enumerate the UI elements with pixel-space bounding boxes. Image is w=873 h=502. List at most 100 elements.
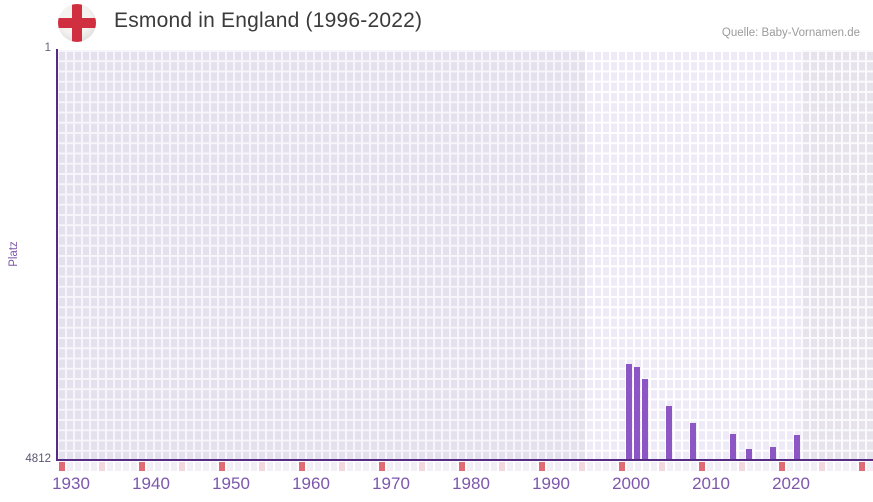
bar-2014[interactable] bbox=[730, 433, 736, 460]
year-strip-cell bbox=[843, 462, 849, 471]
year-strip-cell bbox=[547, 462, 553, 471]
year-strip-cell bbox=[691, 462, 697, 471]
y-tick-label-top: 1 bbox=[44, 42, 51, 54]
x-axis-line bbox=[56, 459, 873, 461]
year-strip-cell bbox=[435, 462, 441, 471]
source-credit: Quelle: Baby-Vornamen.de bbox=[721, 27, 860, 39]
year-strip-cell bbox=[163, 462, 169, 471]
bar-2002[interactable] bbox=[634, 366, 640, 460]
bar-2019[interactable] bbox=[770, 446, 776, 460]
year-strip-cell bbox=[283, 462, 289, 471]
year-strip-cell bbox=[299, 462, 305, 471]
year-strip-cell bbox=[123, 462, 129, 471]
year-strip-cell bbox=[251, 462, 257, 471]
year-strip-cell bbox=[99, 462, 105, 471]
year-strip-cell bbox=[675, 462, 681, 471]
year-strip-cell bbox=[67, 462, 73, 471]
year-strip-cell bbox=[427, 462, 433, 471]
y-axis-line bbox=[56, 49, 58, 461]
year-strip-cell bbox=[571, 462, 577, 471]
year-strip-cell bbox=[83, 462, 89, 471]
year-strip-cell bbox=[371, 462, 377, 471]
year-strip-cell bbox=[379, 462, 385, 471]
year-strip-cell bbox=[699, 462, 705, 471]
year-strip-cell bbox=[803, 462, 809, 471]
year-strip-cell bbox=[459, 462, 465, 471]
year-strip-cell bbox=[195, 462, 201, 471]
year-strip-cell bbox=[411, 462, 417, 471]
year-strip-cell bbox=[867, 462, 873, 471]
year-strip-cell bbox=[595, 462, 601, 471]
year-strip-cell bbox=[243, 462, 249, 471]
year-strip-cell bbox=[75, 462, 81, 471]
year-strip-cell bbox=[307, 462, 313, 471]
bar-2016[interactable] bbox=[746, 448, 752, 460]
year-strip-cell bbox=[131, 462, 137, 471]
bar-2009[interactable] bbox=[690, 422, 696, 460]
year-strip-cell bbox=[731, 462, 737, 471]
year-strip-cell bbox=[827, 462, 833, 471]
year-strip-cell bbox=[219, 462, 225, 471]
year-strip-cell bbox=[507, 462, 513, 471]
year-strip-cell bbox=[747, 462, 753, 471]
year-strip-cell bbox=[587, 462, 593, 471]
year-strip-cell bbox=[715, 462, 721, 471]
year-strip-cell bbox=[707, 462, 713, 471]
year-strip-cell bbox=[523, 462, 529, 471]
year-strip-cell bbox=[627, 462, 633, 471]
year-strip-cell bbox=[419, 462, 425, 471]
x-tick-label: 1950 bbox=[212, 474, 250, 493]
year-strip-cell bbox=[763, 462, 769, 471]
year-strip-cell bbox=[387, 462, 393, 471]
year-strip-cell bbox=[563, 462, 569, 471]
year-strip-cell bbox=[651, 462, 657, 471]
year-strip-cell bbox=[787, 462, 793, 471]
x-tick-label: 1990 bbox=[532, 474, 570, 493]
year-strip-cell bbox=[779, 462, 785, 471]
year-strip-cell bbox=[819, 462, 825, 471]
bar-2022[interactable] bbox=[794, 434, 800, 460]
bar-2001[interactable] bbox=[626, 363, 632, 460]
year-strip-cell bbox=[475, 462, 481, 471]
year-strip-cell bbox=[275, 462, 281, 471]
x-tick-label: 2010 bbox=[692, 474, 730, 493]
year-strip-cell bbox=[59, 462, 65, 471]
year-strip-cell bbox=[611, 462, 617, 471]
x-tick-label: 1980 bbox=[452, 474, 490, 493]
year-strip-cell bbox=[755, 462, 761, 471]
year-strip-cell bbox=[795, 462, 801, 471]
year-strip-cell bbox=[451, 462, 457, 471]
year-strip-cell bbox=[179, 462, 185, 471]
year-strip-cell bbox=[539, 462, 545, 471]
year-strip-cell bbox=[171, 462, 177, 471]
year-strip-cell bbox=[107, 462, 113, 471]
year-strip-cell bbox=[403, 462, 409, 471]
x-tick-label: 2020 bbox=[772, 474, 810, 493]
year-strip-cell bbox=[683, 462, 689, 471]
x-tick-label: 1960 bbox=[292, 474, 330, 493]
year-strip-cell bbox=[323, 462, 329, 471]
year-strip-cell bbox=[659, 462, 665, 471]
bar-2006[interactable] bbox=[666, 405, 672, 460]
year-strip-cell bbox=[483, 462, 489, 471]
year-strip-cell bbox=[555, 462, 561, 471]
year-strip-cell bbox=[667, 462, 673, 471]
year-strip-cell bbox=[531, 462, 537, 471]
year-strip-cell bbox=[155, 462, 161, 471]
year-strip-cell bbox=[115, 462, 121, 471]
year-strip-cell bbox=[339, 462, 345, 471]
x-tick-label: 1940 bbox=[132, 474, 170, 493]
year-strip-cell bbox=[467, 462, 473, 471]
plot-band-data-period bbox=[585, 50, 801, 459]
page-title: Esmond in England (1996-2022) bbox=[114, 9, 423, 32]
year-strip-cell bbox=[227, 462, 233, 471]
year-strip-cell bbox=[851, 462, 857, 471]
year-strip-cell bbox=[635, 462, 641, 471]
year-strip-cell bbox=[643, 462, 649, 471]
flag-cross-vertical bbox=[72, 4, 82, 42]
year-strip-cell bbox=[91, 462, 97, 471]
year-strip-cell bbox=[395, 462, 401, 471]
bar-2003[interactable] bbox=[642, 378, 648, 460]
year-strip-cell bbox=[267, 462, 273, 471]
